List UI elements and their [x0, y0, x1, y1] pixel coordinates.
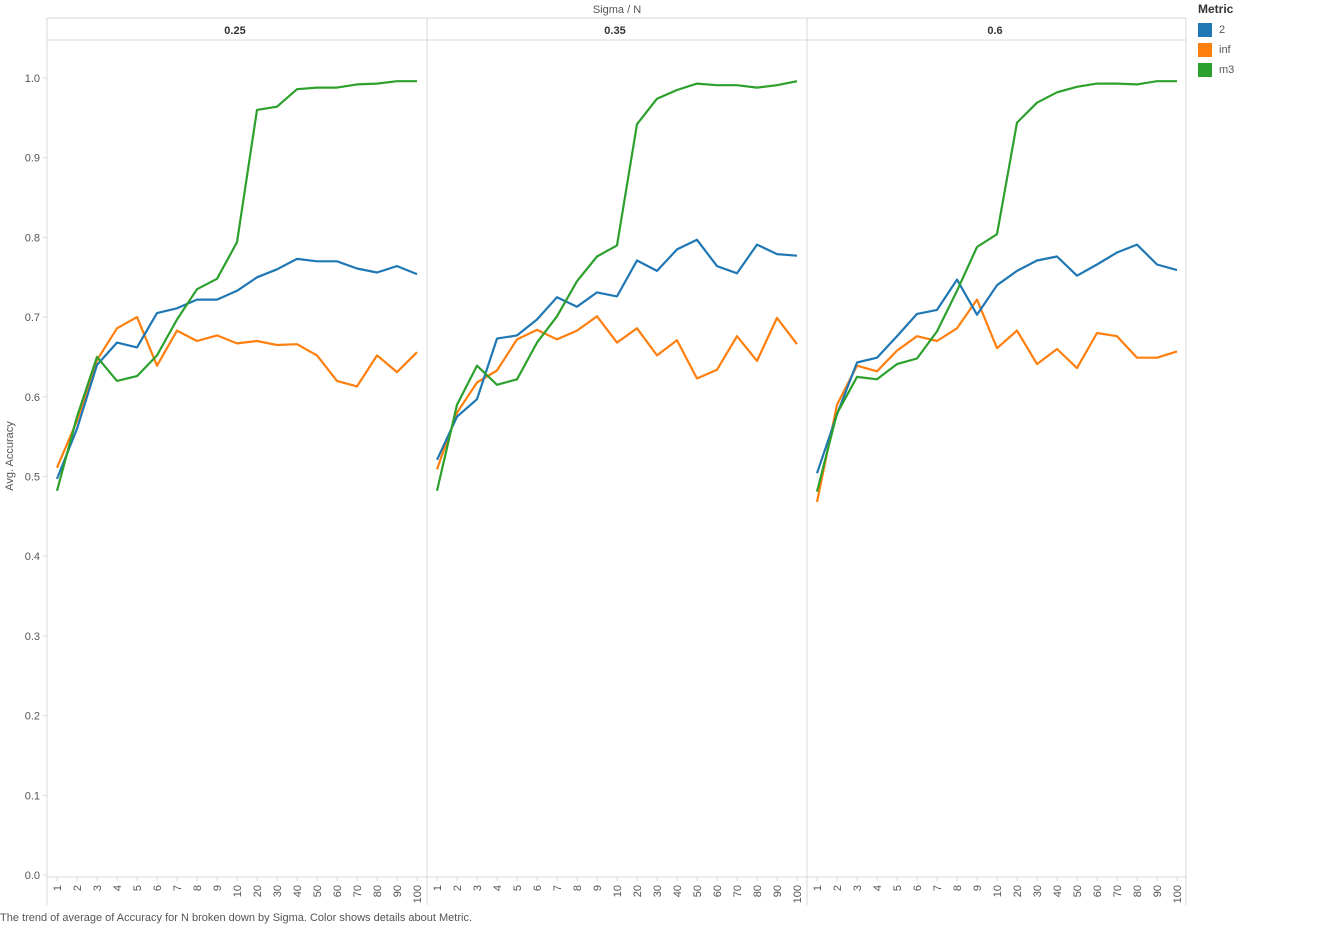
- y-tick-label: 0.3: [25, 631, 40, 643]
- x-tick-label: 60: [332, 885, 344, 897]
- x-tick-label: 6: [912, 885, 924, 891]
- x-tick-label: 100: [792, 885, 804, 903]
- column-header: Sigma / N: [593, 4, 641, 16]
- x-tick-label: 7: [932, 885, 944, 891]
- x-tick-label: 50: [692, 885, 704, 897]
- x-tick-label: 9: [212, 885, 224, 891]
- x-tick-label: 90: [772, 885, 784, 897]
- y-tick-label: 0.7: [25, 312, 40, 324]
- x-tick-label: 7: [172, 885, 184, 891]
- x-tick-label: 80: [752, 885, 764, 897]
- legend-label: 2: [1219, 24, 1226, 36]
- x-tick-label: 30: [652, 885, 664, 897]
- x-tick-label: 8: [192, 885, 204, 891]
- x-tick-label: 10: [232, 885, 244, 897]
- x-tick-label: 20: [1012, 885, 1024, 897]
- legend-item-inf[interactable]: inf: [1198, 40, 1234, 60]
- x-tick-label: 8: [952, 885, 964, 891]
- x-tick-label: 4: [492, 885, 504, 891]
- x-tick-label: 1: [432, 885, 444, 891]
- x-tick-label: 90: [392, 885, 404, 897]
- legend-item-m3[interactable]: m3: [1198, 60, 1234, 80]
- x-tick-label: 3: [852, 885, 864, 891]
- legend: Metric 2 inf m3: [1198, 2, 1234, 80]
- x-tick-label: 80: [372, 885, 384, 897]
- series-line-inf: [435, 315, 798, 470]
- series-line-2: [55, 257, 418, 480]
- panel-label: 0.6: [987, 25, 1002, 37]
- y-tick-label: 0.2: [25, 711, 40, 723]
- x-tick-label: 30: [272, 885, 284, 897]
- series-line-inf: [815, 298, 1178, 503]
- x-tick-label: 70: [352, 885, 364, 897]
- x-tick-label: 30: [1032, 885, 1044, 897]
- series-line-m3: [815, 80, 1177, 492]
- x-tick-label: 10: [992, 885, 1004, 897]
- legend-label: m3: [1219, 64, 1235, 76]
- y-axis-label: Avg. Accuracy: [4, 421, 16, 491]
- x-tick-label: 1: [812, 885, 824, 891]
- chart-caption: The trend of average of Accuracy for N b…: [0, 912, 473, 924]
- x-tick-label: 6: [152, 885, 164, 891]
- x-tick-label: 40: [672, 885, 684, 897]
- legend-swatch-m3: [1198, 63, 1212, 77]
- legend-swatch-inf: [1198, 43, 1212, 57]
- x-tick-label: 40: [292, 885, 304, 897]
- x-tick-label: 9: [972, 885, 984, 891]
- x-tick-label: 50: [1072, 885, 1084, 897]
- x-tick-label: 100: [1172, 885, 1184, 903]
- x-tick-label: 3: [92, 885, 104, 891]
- panel-label: 0.35: [604, 25, 625, 37]
- x-tick-label: 9: [592, 885, 604, 891]
- x-tick-label: 70: [732, 885, 744, 897]
- x-tick-label: 8: [572, 885, 584, 891]
- x-tick-label: 80: [1132, 885, 1144, 897]
- x-tick-label: 4: [872, 885, 884, 891]
- y-tick-label: 1.0: [25, 73, 40, 85]
- x-tick-label: 40: [1052, 885, 1064, 897]
- y-tick-label: 0.8: [25, 232, 40, 244]
- series-line-inf: [55, 316, 418, 469]
- x-tick-label: 20: [632, 885, 644, 897]
- series-line-2: [815, 243, 1178, 474]
- x-tick-label: 6: [532, 885, 544, 891]
- y-tick-label: 0.4: [25, 551, 40, 563]
- series-line-2: [436, 238, 798, 461]
- x-tick-label: 5: [892, 885, 904, 891]
- x-tick-label: 4: [112, 885, 124, 891]
- legend-label: inf: [1219, 44, 1231, 56]
- legend-swatch-2: [1198, 23, 1212, 37]
- x-tick-label: 10: [612, 885, 624, 897]
- series-line-m3: [55, 80, 417, 492]
- x-tick-label: 2: [832, 885, 844, 891]
- x-tick-label: 100: [412, 885, 424, 903]
- x-tick-label: 5: [132, 885, 144, 891]
- x-tick-label: 3: [472, 885, 484, 891]
- x-tick-label: 7: [552, 885, 564, 891]
- legend-title: Metric: [1198, 2, 1234, 16]
- x-tick-label: 20: [252, 885, 264, 897]
- x-tick-label: 1: [52, 885, 64, 891]
- x-tick-label: 90: [1152, 885, 1164, 897]
- series-line-m3: [435, 80, 798, 492]
- y-tick-label: 0.5: [25, 472, 40, 484]
- y-tick-label: 0.9: [25, 153, 40, 165]
- x-tick-label: 5: [512, 885, 524, 891]
- y-tick-label: 0.1: [25, 790, 40, 802]
- panel-label: 0.25: [224, 25, 245, 37]
- x-tick-label: 2: [452, 885, 464, 891]
- y-tick-label: 0.6: [25, 392, 40, 404]
- x-tick-label: 2: [72, 885, 84, 891]
- x-tick-label: 60: [712, 885, 724, 897]
- y-tick-label: 0.0: [25, 870, 40, 882]
- x-tick-label: 50: [312, 885, 324, 897]
- x-tick-label: 70: [1112, 885, 1124, 897]
- x-tick-label: 60: [1092, 885, 1104, 897]
- legend-item-2[interactable]: 2: [1198, 20, 1234, 40]
